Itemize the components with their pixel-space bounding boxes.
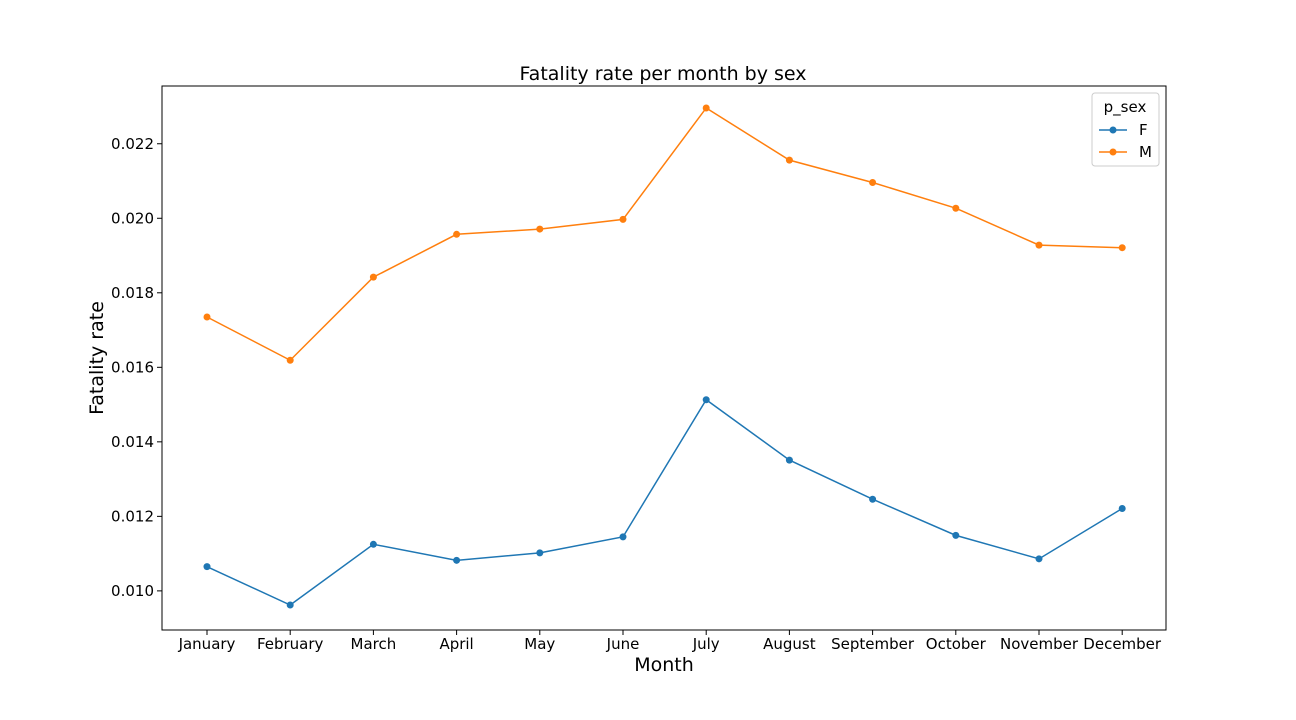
x-tick-label: October: [926, 635, 987, 653]
data-point-m: [952, 204, 960, 212]
data-point-m: [286, 356, 294, 364]
x-tick-label: April: [439, 635, 473, 653]
data-point-f: [1118, 505, 1126, 513]
series-line-f: [206, 398, 1123, 606]
data-point-m: [1118, 244, 1126, 252]
x-tick-label: January: [178, 635, 236, 653]
legend-marker-f: [1109, 126, 1117, 134]
x-tick-label: May: [524, 635, 555, 653]
data-point-f: [702, 396, 710, 404]
x-tick-label: July: [692, 635, 720, 653]
data-point-m: [619, 215, 627, 223]
data-point-f: [619, 533, 627, 541]
data-point-f: [536, 549, 544, 557]
x-tick-label: November: [1000, 635, 1079, 653]
plot-frame: [161, 85, 1167, 631]
data-point-f: [203, 563, 211, 571]
data-point-m: [869, 179, 877, 187]
plot-area: January February March April May June July Augu…: [111, 85, 1167, 653]
x-tick-label: August: [763, 635, 816, 653]
x-tick-label: March: [351, 635, 397, 653]
data-point-f: [869, 495, 877, 503]
data-point-m: [785, 156, 793, 164]
data-point-m: [369, 273, 377, 281]
series-line-m: [206, 106, 1123, 362]
y-tick-label: 0.020: [111, 209, 154, 227]
legend-title: p_sex: [1104, 98, 1147, 117]
data-point-f: [453, 556, 461, 564]
y-tick-label: 0.022: [111, 135, 154, 153]
x-tick-label: December: [1083, 635, 1162, 653]
x-axis-label: Month: [634, 654, 694, 676]
chart-title: Fatality rate per month by sex: [520, 63, 807, 85]
data-point-f: [952, 531, 960, 539]
y-tick-label: 0.012: [111, 507, 154, 525]
data-point-m: [203, 313, 211, 321]
data-point-f: [785, 456, 793, 464]
legend: p_sex FM: [1091, 92, 1160, 167]
data-point-f: [1035, 555, 1043, 563]
data-point-m: [536, 225, 544, 233]
legend-marker-m: [1109, 148, 1117, 156]
y-tick-label: 0.018: [111, 284, 154, 302]
y-tick-label: 0.016: [111, 358, 154, 376]
x-tick-label: September: [831, 635, 915, 653]
data-point-m: [702, 104, 710, 112]
data-point-f: [369, 540, 377, 548]
y-tick-label: 0.014: [111, 433, 154, 451]
data-point-f: [286, 601, 294, 609]
y-tick-label: 0.010: [111, 582, 154, 600]
y-axis-label: Fatality rate: [86, 301, 108, 415]
data-point-m: [453, 230, 461, 238]
data-point-m: [1035, 241, 1043, 249]
legend-label-f: F: [1139, 121, 1148, 139]
legend-label-m: M: [1139, 143, 1152, 161]
x-tick-label: June: [606, 635, 640, 653]
x-tick-label: February: [257, 635, 324, 653]
